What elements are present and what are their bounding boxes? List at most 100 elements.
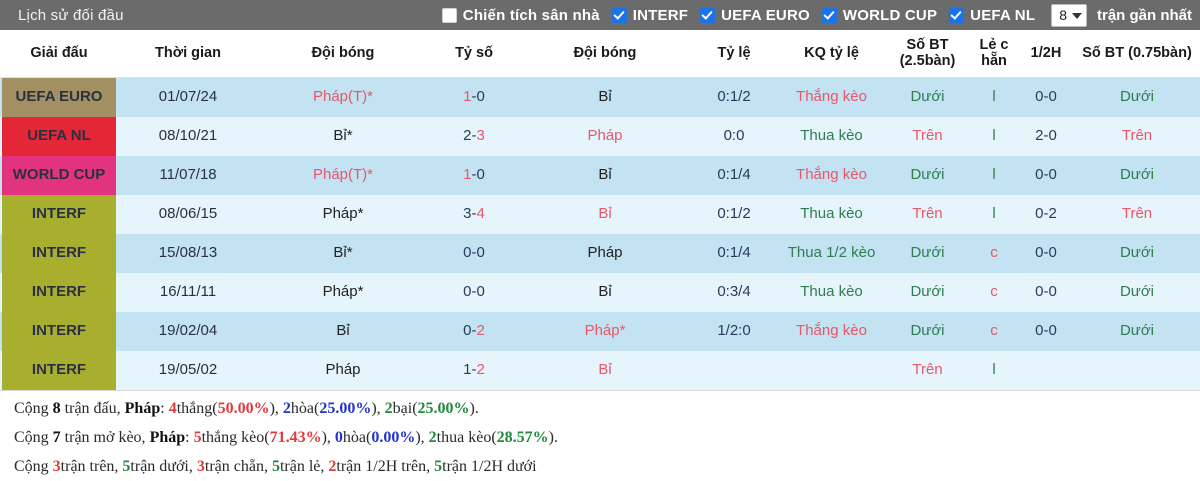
league-badge[interactable]: UEFA NL <box>0 116 118 156</box>
col-over-under-075[interactable]: Số BT (0.75bàn) <box>1074 30 1200 78</box>
table-row[interactable]: INTERF 19/05/02 Pháp 1-2 Bỉ Trên l <box>0 350 1200 390</box>
league-badge-label: UEFA EURO <box>2 77 116 117</box>
away-team: Bỉ <box>520 194 690 234</box>
sum3-even-label: trận chẵn, <box>204 457 272 475</box>
league-badge[interactable]: INTERF <box>0 272 118 312</box>
match-date: 08/10/21 <box>118 116 258 156</box>
col-score[interactable]: Tỷ số <box>428 30 520 78</box>
checkbox-checked-icon[interactable] <box>611 7 627 23</box>
checkbox-unchecked-icon[interactable] <box>441 7 457 23</box>
odd-even: c <box>970 272 1018 312</box>
table-row[interactable]: INTERF 16/11/11 Pháp* 0-0 Bỉ 0:3/4 Thua kèo Dướ… <box>0 272 1200 312</box>
league-filter-group: Chiến tích sân nhà INTERF UEFA EURO WORL… <box>430 3 1192 27</box>
match-score: 1-0 <box>428 155 520 195</box>
summary-section: Cộng 8 trận đấu, Pháp: 4thắng(50.00%), 2… <box>0 389 1200 476</box>
filter-interf[interactable]: INTERF <box>611 6 689 24</box>
match-date: 08/06/15 <box>118 194 258 234</box>
panel-title: Lịch sử đối đầu <box>18 6 124 24</box>
col-handicap[interactable]: Tỷ lệ <box>690 30 778 78</box>
sum1-sep2: ), <box>371 399 385 417</box>
head-to-head-table: Giải đấu Thời gian Đội bóng Tỷ số Đội bó… <box>0 30 1200 390</box>
col-odd-even[interactable]: Lẻ c hẵn <box>970 30 1018 78</box>
over-under-075: Dưới <box>1074 155 1200 195</box>
col-half-time[interactable]: 1/2H <box>1018 30 1074 78</box>
over-under-075: Trên <box>1074 116 1200 156</box>
sum1-losses: 2 <box>384 399 393 417</box>
home-team: Bỉ* <box>258 233 428 273</box>
filter-home-record[interactable]: Chiến tích sân nhà <box>441 7 600 24</box>
home-team: Pháp <box>258 350 428 390</box>
col-handicap-result[interactable]: KQ tỷ lệ <box>778 30 885 78</box>
filter-uefa-nl[interactable]: UEFA NL <box>949 7 1035 24</box>
sum3-half-over-label: trận 1/2H trên, <box>336 457 435 475</box>
league-badge-label: INTERF <box>2 272 116 312</box>
league-badge[interactable]: INTERF <box>0 194 118 234</box>
odd-even: l <box>970 350 1018 390</box>
league-badge[interactable]: INTERF <box>0 233 118 273</box>
handicap-result <box>778 350 885 390</box>
handicap-result: Thua 1/2 kèo <box>778 233 885 273</box>
filter-label: WORLD CUP <box>842 6 938 24</box>
table-row[interactable]: INTERF 15/08/13 Bỉ* 0-0 Pháp 0:1/4 Thua 1/2 kè… <box>0 233 1200 273</box>
chevron-down-icon[interactable] <box>1071 12 1082 19</box>
table-row[interactable]: UEFA EURO 01/07/24 Pháp(T)* 1-0 Bỉ 0:1/2 Thắng… <box>0 77 1200 117</box>
away-team: Bỉ <box>520 77 690 117</box>
half-time-score <box>1018 350 1074 390</box>
league-badge[interactable]: WORLD CUP <box>0 155 118 195</box>
over-under-25: Dưới <box>885 155 970 195</box>
league-badge[interactable]: INTERF <box>0 311 118 351</box>
sum1-draws-pct: 25.00% <box>319 399 372 417</box>
sum2-losses-label: thua kèo( <box>436 428 497 446</box>
col-date[interactable]: Thời gian <box>118 30 258 78</box>
handicap-line: 0:1/2 <box>690 77 778 117</box>
sum1-wins-pct: 50.00% <box>217 399 270 417</box>
filter-uefa-euro[interactable]: UEFA EURO <box>700 7 810 24</box>
table-header-row: Giải đấu Thời gian Đội bóng Tỷ số Đội bó… <box>0 30 1200 78</box>
sum2-losses-pct: 28.57% <box>496 428 549 446</box>
handicap-line: 0:1/4 <box>690 155 778 195</box>
table-row[interactable]: WORLD CUP 11/07/18 Pháp(T)* 1-0 Bỉ 0:1/4 Thắng… <box>0 155 1200 195</box>
sum1-prefix: Cộng <box>14 399 53 417</box>
match-date: 15/08/13 <box>118 233 258 273</box>
league-badge[interactable]: INTERF <box>0 350 118 390</box>
table-row[interactable]: INTERF 08/06/15 Pháp* 3-4 Bỉ 0:1/2 Thua kèo Trê… <box>0 194 1200 234</box>
sum1-total: 8 <box>52 399 61 417</box>
table-row[interactable]: INTERF 19/02/04 Bỉ 0-2 Pháp* 1/2:0 Thắng kèo Dư… <box>0 311 1200 351</box>
home-team: Pháp(T)* <box>258 77 428 117</box>
match-count-select[interactable]: 8 <box>1051 3 1087 27</box>
over-under-25: Dưới <box>885 311 970 351</box>
col-home-team[interactable]: Đội bóng <box>258 30 428 78</box>
table-row[interactable]: UEFA NL 08/10/21 Bỉ* 2-3 Pháp 0:0 Thua kèo Trên… <box>0 116 1200 156</box>
col-over-under-25[interactable]: Số BT (2.5bàn) <box>885 30 970 78</box>
sum1-wins: 4 <box>168 399 177 417</box>
col-away-team[interactable]: Đội bóng <box>520 30 690 78</box>
filter-world-cup[interactable]: WORLD CUP <box>821 6 938 24</box>
col-league[interactable]: Giải đấu <box>0 30 118 78</box>
odd-even: l <box>970 77 1018 117</box>
over-under-25: Dưới <box>885 233 970 273</box>
match-date: 19/05/02 <box>118 350 258 390</box>
over-under-075: Dưới <box>1074 233 1200 273</box>
home-team: Pháp(T)* <box>258 155 428 195</box>
match-date: 19/02/04 <box>118 311 258 351</box>
handicap-line: 0:1/4 <box>690 233 778 273</box>
over-under-25: Trên <box>885 350 970 390</box>
league-badge[interactable]: UEFA EURO <box>0 77 118 117</box>
league-badge-label: WORLD CUP <box>2 155 116 195</box>
sum2-losses: 2 <box>428 428 437 446</box>
summary-line-totals: Cộng 3trận trên, 5trận dưới, 3trận chẵn,… <box>14 458 1186 476</box>
handicap-result: Thắng kèo <box>778 155 885 195</box>
checkbox-checked-icon[interactable] <box>700 7 716 23</box>
half-time-score: 0-0 <box>1018 311 1074 351</box>
checkbox-checked-icon[interactable] <box>821 7 837 23</box>
filter-label: INTERF <box>632 6 689 24</box>
home-team: Pháp* <box>258 194 428 234</box>
league-badge-label: UEFA NL <box>2 116 116 156</box>
filter-label: UEFA EURO <box>721 6 810 24</box>
league-badge-label: INTERF <box>2 350 116 390</box>
odd-even: l <box>970 155 1018 195</box>
match-score: 3-4 <box>428 194 520 234</box>
checkbox-checked-icon[interactable] <box>949 7 965 23</box>
match-date: 01/07/24 <box>118 77 258 117</box>
match-date: 11/07/18 <box>118 155 258 195</box>
